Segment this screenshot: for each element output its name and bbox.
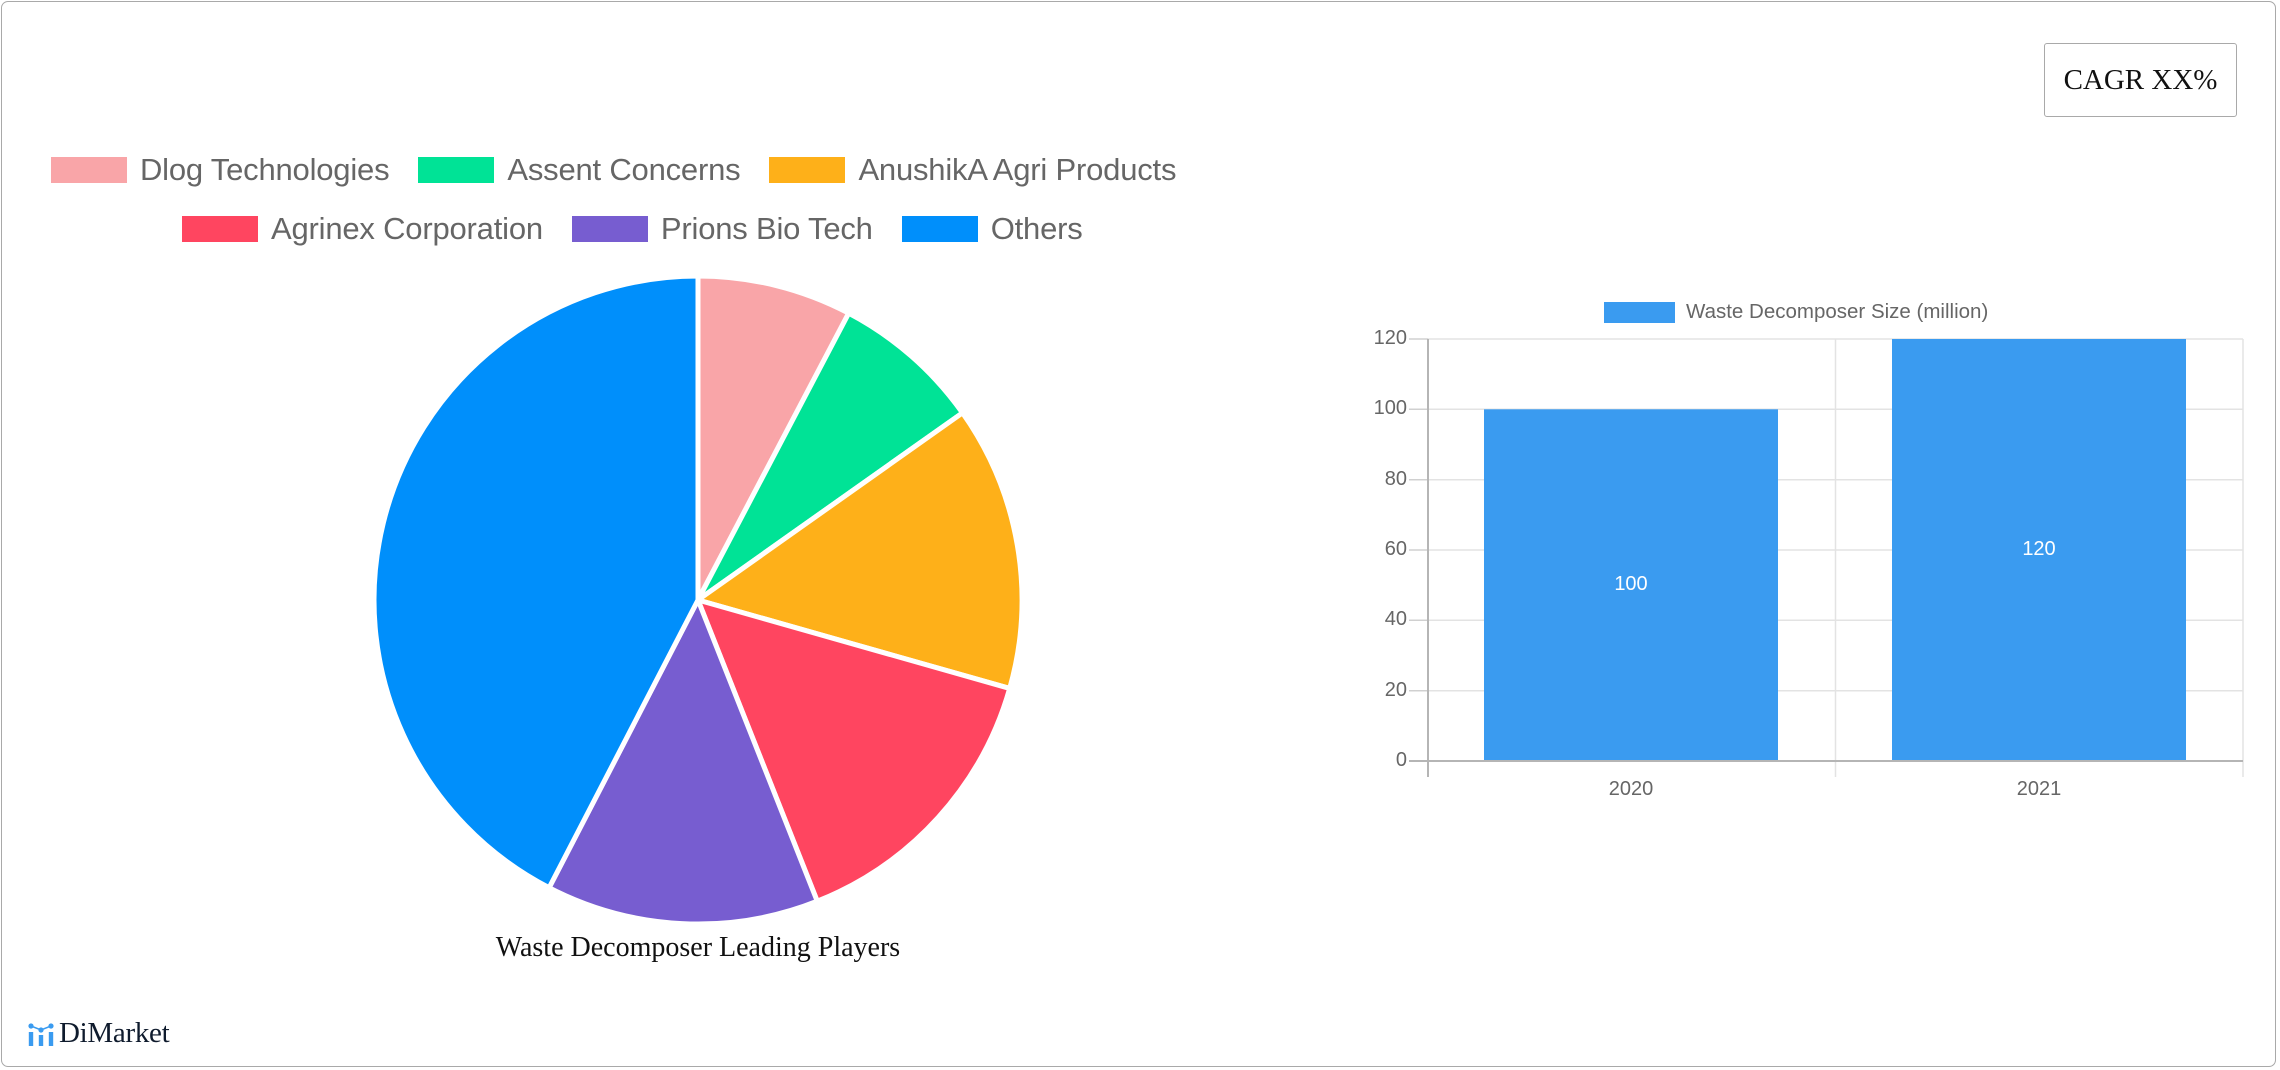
y-tick-label: 120: [1373, 327, 1407, 349]
legend-label: Agrinex Corporation: [271, 211, 543, 246]
legend-label: Prions Bio Tech: [660, 211, 873, 246]
legend-swatch-icon: [769, 157, 846, 183]
dimarket-logo[interactable]: DiMarket: [28, 1017, 170, 1050]
bar-2020[interactable]: [1484, 409, 1778, 761]
y-tick-label: 40: [1384, 608, 1407, 630]
x-tick-label: 2020: [1608, 778, 1654, 800]
bar-value-label-2021: 120: [2022, 538, 2056, 560]
legend-item-anushika-agri-products[interactable]: AnushikA Agri Products: [769, 152, 1176, 188]
y-tick-label: 0: [1395, 749, 1407, 771]
y-tick-label: 100: [1373, 397, 1407, 419]
pie-slice-prions-bio-tech[interactable]: [546, 597, 820, 927]
legend-label: AnushikA Agri Products: [858, 152, 1177, 187]
bar-2021[interactable]: [1892, 339, 2186, 761]
bar-chart-logo-icon: [28, 1022, 54, 1046]
pie-slice-agrinex-corporation[interactable]: [695, 597, 1013, 904]
legend-swatch-icon: [418, 157, 495, 183]
legend-item-agrinex-corporation[interactable]: Agrinex Corporation: [182, 211, 543, 247]
bar-legend-label: Waste Decomposer Size (million): [1686, 300, 1989, 323]
pie-slice-assent-concerns[interactable]: [695, 310, 965, 603]
pie-chart-title: Waste Decomposer Leading Players: [495, 932, 901, 963]
legend-item-others[interactable]: Others: [901, 211, 1083, 247]
y-tick-label: 20: [1384, 679, 1407, 701]
pie-legend-row-1: Dlog Technologies Assent Concerns Anushi…: [51, 150, 1205, 190]
legend-item-dlog-technologies[interactable]: Dlog Technologies: [51, 152, 390, 188]
legend-swatch-icon: [182, 216, 258, 242]
legend-label: Assent Concerns: [507, 152, 741, 187]
legend-swatch-icon: [901, 216, 978, 242]
logo-text: DiMarket: [59, 1017, 170, 1049]
legend-item-assent-concerns[interactable]: Assent Concerns: [418, 152, 741, 188]
legend-item-prions-bio-tech[interactable]: Prions Bio Tech: [571, 211, 873, 247]
pie-slice-others[interactable]: [371, 273, 701, 891]
legend-swatch-icon: [51, 157, 127, 183]
y-tick-label: 60: [1384, 538, 1407, 560]
cagr-badge: CAGR XX%: [2044, 43, 2237, 117]
legend-swatch-icon: [1604, 301, 1675, 323]
y-tick-marks: [1409, 338, 1428, 762]
pie-legend-row-2: Agrinex Corporation Prions Bio Tech Othe…: [182, 209, 1112, 249]
bar-value-label-2020: 100: [1614, 573, 1648, 595]
legend-swatch-icon: [571, 216, 648, 242]
pie-slice-dlog-technologies[interactable]: [695, 273, 852, 603]
pie-chart: [371, 273, 1025, 927]
y-tick-label: 80: [1384, 468, 1407, 490]
bar-legend-item[interactable]: Waste Decomposer Size (million): [1604, 300, 1988, 324]
legend-label: Others: [990, 211, 1083, 246]
x-tick-label: 2021: [2016, 778, 2062, 800]
pie-slice-anushika-agri-products[interactable]: [695, 410, 1025, 691]
legend-label: Dlog Technologies: [140, 152, 390, 187]
